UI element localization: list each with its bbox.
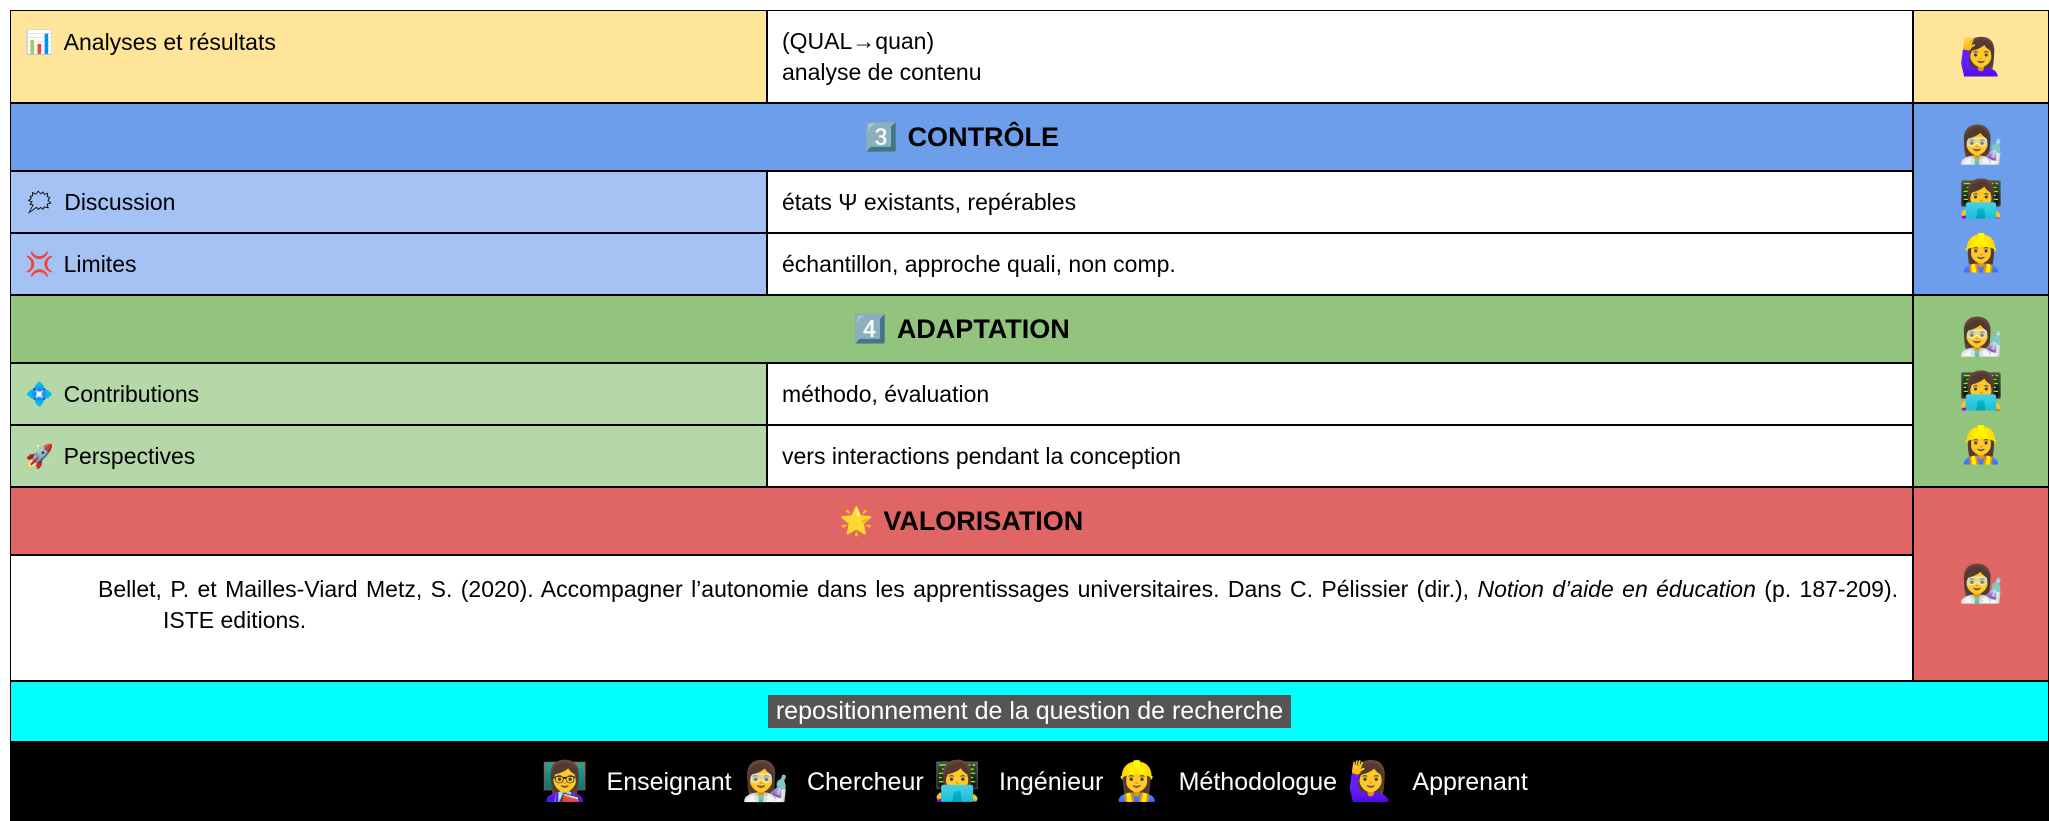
- legend-icon: 👩‍🏫: [541, 761, 589, 803]
- section-header: 🌟 VALORISATION: [10, 487, 1913, 555]
- row-label-text: Discussion: [64, 188, 176, 215]
- row-content: échantillon, approche quali, non comp.: [767, 233, 1913, 295]
- row-content: vers interactions pendant la conception: [767, 425, 1913, 487]
- row-content: (QUAL→quan) analyse de contenu: [767, 10, 1913, 103]
- content-line: analyse de contenu: [782, 58, 982, 85]
- section-title: VALORISATION: [883, 505, 1084, 536]
- person-icon: 🙋‍♀️: [1958, 35, 2004, 77]
- legend-icon: 🙋‍♀️: [1347, 761, 1395, 803]
- section-icon: 3️⃣: [863, 122, 898, 152]
- row-icon: 🗯: [25, 188, 55, 215]
- row-label-text: Limites: [63, 250, 137, 277]
- row-label: 💢 Limites: [10, 233, 767, 295]
- person-icon: 👩‍🔬: [1958, 316, 2004, 357]
- row-content: méthodo, évaluation: [767, 363, 1913, 425]
- people-cell: 👩‍🔬 👩‍💻 👷‍♀️: [1913, 295, 2049, 487]
- row-label: 🗯 Discussion: [10, 171, 767, 233]
- legend-label: Enseignant: [606, 767, 732, 796]
- row-label-text: Perspectives: [63, 442, 196, 469]
- row-label: 📊 Analyses et résultats: [10, 10, 767, 103]
- legend: 👩‍🏫 Enseignant 👩‍🔬 Chercheur 👩‍💻 Ingénieur 👷‍♀…: [10, 742, 2049, 821]
- banner-text: repositionnement de la question de reche…: [767, 695, 1292, 728]
- legend-label: Apprenant: [1412, 767, 1528, 796]
- legend-label: Ingénieur: [999, 767, 1104, 796]
- reference-text: Bellet, P. et Mailles-Viard Metz, S. (20…: [98, 576, 1478, 602]
- section-header: 3️⃣ CONTRÔLE: [10, 103, 1913, 171]
- person-icon: 👩‍🔬: [1958, 124, 2004, 165]
- reference-title: Notion d’aide en éducation: [1477, 576, 1756, 602]
- reference: Bellet, P. et Mailles-Viard Metz, S. (20…: [11, 574, 1898, 636]
- row-icon: 💠: [25, 380, 54, 407]
- person-icon: 👷‍♀️: [1958, 424, 2004, 465]
- content-line: (QUAL→quan): [782, 27, 935, 54]
- section-header: 4️⃣ ADAPTATION: [10, 295, 1913, 363]
- row-icon: 💢: [25, 250, 54, 277]
- row-label: 🚀 Perspectives: [10, 425, 767, 487]
- section-icon: 4️⃣: [853, 314, 887, 344]
- person-icon: 👩‍💻: [1958, 178, 2004, 219]
- legend-label: Chercheur: [806, 767, 924, 796]
- legend-icon: 👷‍♀️: [1113, 761, 1161, 803]
- row-label: 💠 Contributions: [10, 363, 767, 425]
- person-icon: 👩‍💻: [1958, 370, 2004, 411]
- banner: repositionnement de la question de reche…: [10, 681, 2049, 742]
- reference-text: (p. 187-209). ISTE editions.: [163, 576, 1899, 633]
- row-icon: 🚀: [25, 442, 54, 469]
- section-title: CONTRÔLE: [907, 121, 1060, 152]
- reference-cell: Bellet, P. et Mailles-Viard Metz, S. (20…: [10, 555, 1913, 681]
- content-text: échantillon, approche quali, non comp.: [782, 250, 1176, 277]
- legend-label: Méthodologue: [1178, 767, 1338, 796]
- row-content: états Ψ existants, repérables: [767, 171, 1913, 233]
- row-icon: 📊: [25, 29, 54, 55]
- legend-icon: 👩‍💻: [933, 761, 982, 803]
- section-title: ADAPTATION: [896, 313, 1070, 344]
- people-cell: 🙋‍♀️: [1913, 10, 2049, 103]
- person-icon: 👷‍♀️: [1958, 232, 2004, 273]
- content-text: états Ψ existants, repérables: [782, 188, 1077, 215]
- row-label-text: Contributions: [63, 380, 200, 407]
- person-icon: 👩‍🔬: [1958, 563, 2004, 604]
- content-text: vers interactions pendant la conception: [782, 442, 1181, 469]
- people-cell: 👩‍🔬: [1913, 487, 2049, 681]
- legend-icon: 👩‍🔬: [741, 761, 789, 803]
- content-text: méthodo, évaluation: [782, 380, 990, 407]
- section-icon: 🌟: [839, 506, 874, 536]
- people-cell: 👩‍🔬 👩‍💻 👷‍♀️: [1913, 103, 2049, 295]
- row-label-text: Analyses et résultats: [63, 29, 276, 55]
